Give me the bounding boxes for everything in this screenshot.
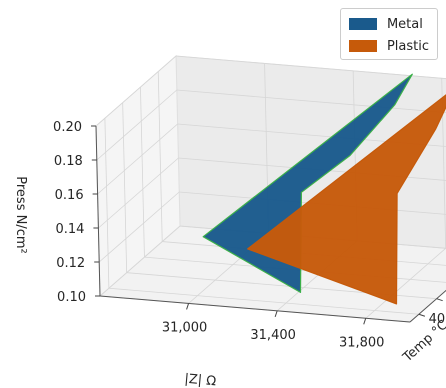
z-tick-label: 0.20 <box>53 120 82 135</box>
y-tick-label: 40 <box>429 312 446 327</box>
grid-line-y <box>108 287 419 315</box>
legend-item-plastic: Plastic <box>348 35 429 57</box>
legend-swatch-plastic <box>348 40 377 52</box>
legend-swatch-metal <box>348 18 377 30</box>
x-tick-label: 31,000 <box>162 320 208 335</box>
z-tick-label: 0.12 <box>56 256 85 271</box>
grid-line-y <box>122 102 128 273</box>
grid-line-x <box>365 247 446 319</box>
legend-item-metal: Metal <box>348 13 429 35</box>
tick-labels: 0.10 0.12 0.14 0.16 0.18 0.20 31,000 31,400 31,8… <box>53 120 446 350</box>
z-tick-label: 0.14 <box>55 222 84 237</box>
x-tick-mark <box>274 310 278 318</box>
x-axis-label: |Z| Ω <box>184 372 217 388</box>
y-tick-mark <box>418 313 426 317</box>
z-axis-line <box>95 125 101 297</box>
series-surfaces <box>202 73 446 305</box>
grid-line-z <box>99 225 181 297</box>
legend-label-plastic: Plastic <box>386 38 429 54</box>
grid-line-z <box>95 55 177 127</box>
x-tick-mark <box>186 303 190 310</box>
grid-line-z <box>97 123 178 195</box>
z-tick-label: 0.10 <box>57 290 86 305</box>
y-tick-mark <box>436 298 443 302</box>
x-tick-label: 31,800 <box>339 335 385 350</box>
x-tick-mark <box>363 318 367 325</box>
grid-line-y <box>157 71 163 242</box>
grid-line-z <box>96 89 178 161</box>
x-tick-label: 31,400 <box>250 328 296 343</box>
series-surface-metal <box>202 73 413 293</box>
y-axis-label: Temp °C <box>400 318 446 366</box>
z-tick-label: 0.16 <box>55 188 84 203</box>
grid-line-y <box>140 87 145 258</box>
grid-line-z <box>178 157 446 181</box>
series-surface-plastic <box>247 94 446 305</box>
z-axis-label: Press N/cm² <box>13 176 28 253</box>
z-tick-label: 0.18 <box>54 154 83 169</box>
x-axis-line <box>99 295 411 323</box>
grid-line-z <box>175 55 446 80</box>
legend-label-metal: Metal <box>386 16 423 32</box>
grid-line-y <box>104 118 110 289</box>
grid-line-z <box>98 191 180 263</box>
legend: Metal Plastic <box>339 8 438 60</box>
y-axis-line <box>409 289 446 323</box>
grid-line-z <box>98 157 179 229</box>
